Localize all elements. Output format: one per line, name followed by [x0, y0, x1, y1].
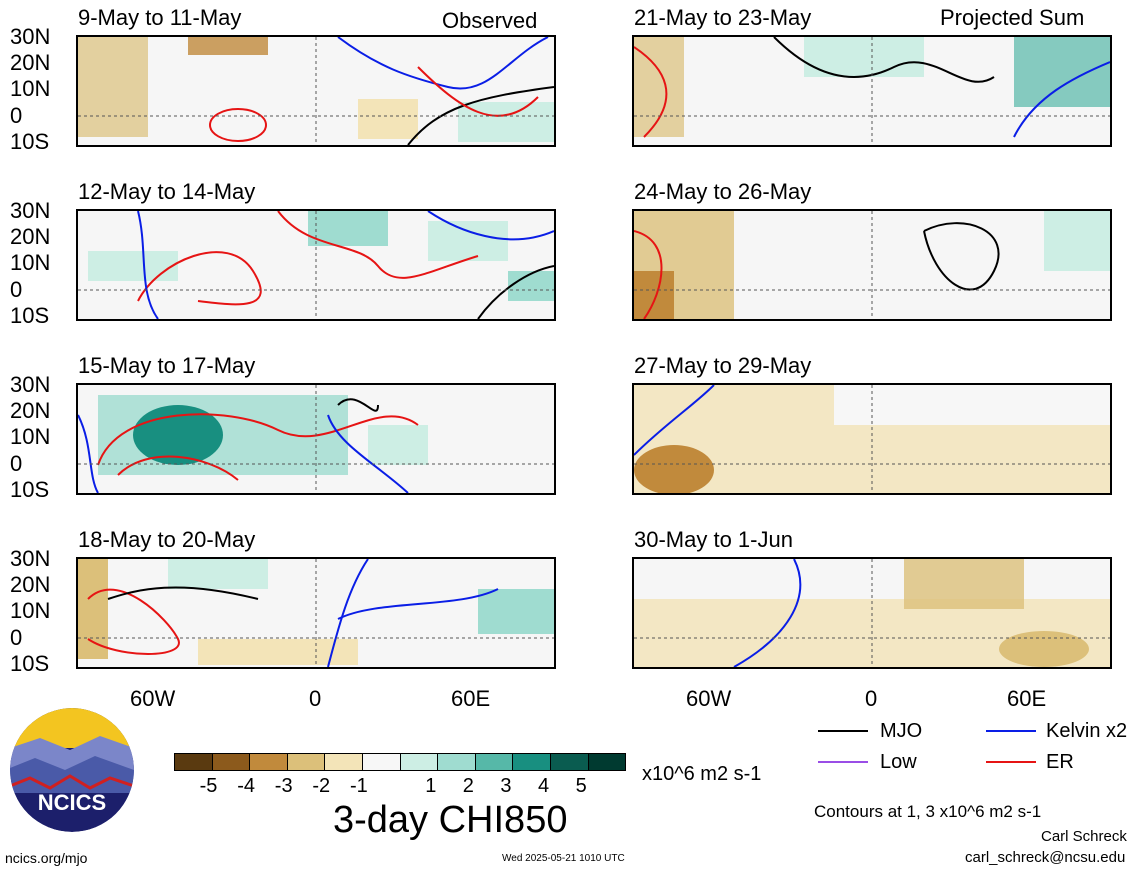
colorbar-tick-label: 1: [425, 775, 437, 797]
lat-label: 0: [10, 277, 23, 302]
lat-label: 30N: [10, 546, 51, 571]
map-proj-4: [632, 557, 1112, 669]
panel-title-proj-4: 30-May to 1-Jun: [634, 527, 793, 552]
legend-label-er: ER: [1046, 751, 1074, 773]
legend-line-low: [818, 761, 868, 763]
lon-label-60w-right: 60W: [686, 686, 732, 711]
colorbar-tick-label: 5: [575, 775, 587, 797]
panel-title-obs-2: 12-May to 14-May: [78, 179, 256, 204]
map-proj-3: [632, 383, 1112, 495]
colorbar-swatch: [587, 753, 627, 771]
map-obs-3: [76, 383, 556, 495]
observed-label: Observed: [442, 8, 538, 33]
lat-label: 10S: [10, 651, 50, 676]
panel-title-obs-4: 18-May to 20-May: [78, 527, 256, 552]
site-url: ncics.org/mjo: [5, 850, 88, 866]
lat-label: 10N: [10, 598, 51, 623]
panel-title-obs-1: 9-May to 11-May: [78, 5, 242, 30]
colorbar-swatch: [399, 753, 439, 771]
legend-line-mjo: [818, 730, 868, 732]
map-proj-2: [632, 209, 1112, 321]
map-obs-1: [76, 35, 556, 147]
colorbar-swatch: [324, 753, 363, 771]
lon-label-60e-right: 60E: [1007, 686, 1047, 711]
colorbar-tick-label: 3: [500, 775, 512, 797]
ncics-logo: NCICS: [10, 708, 134, 832]
colorbar-swatch: [211, 753, 251, 771]
lat-label: 0: [10, 625, 23, 650]
map-proj-1: [632, 35, 1112, 147]
lat-label: 10S: [10, 303, 50, 328]
lat-label: 30N: [10, 198, 51, 223]
main-title: 3-day CHI850: [333, 799, 568, 841]
lat-label: 10N: [10, 76, 51, 101]
colorbar-swatch: [512, 753, 551, 771]
colorbar-tick-label: -2: [312, 775, 331, 797]
lat-label: 10S: [10, 129, 50, 154]
colorbar-swatch: [362, 753, 401, 771]
lat-label: 30N: [10, 24, 51, 49]
projected-label: Projected Sum: [940, 5, 1085, 30]
lon-label-60w-left: 60W: [130, 686, 176, 711]
lon-label-60e-left: 60E: [451, 686, 491, 711]
colorbar-swatch: [437, 753, 476, 771]
lat-label: 20N: [10, 224, 51, 249]
panel-title-obs-3: 15-May to 17-May: [78, 353, 256, 378]
legend-label-kelvin: Kelvin x2: [1046, 720, 1128, 742]
lon-label-0-left: 0: [309, 686, 322, 711]
legend-line-er: [986, 761, 1036, 763]
legend-label-low: Low: [880, 751, 917, 773]
legend-line-kelvin: [986, 730, 1036, 732]
timestamp: Wed 2025-05-21 1010 UTC: [502, 853, 625, 864]
author-name: Carl Schreck: [1041, 828, 1127, 845]
colorbar-tick-label: -1: [350, 775, 368, 797]
map-obs-4: [76, 557, 556, 669]
panel-title-proj-2: 24-May to 26-May: [634, 179, 812, 204]
panel-title-proj-3: 27-May to 29-May: [634, 353, 812, 378]
colorbar-swatch: [474, 753, 514, 771]
colorbar-swatch: [249, 753, 288, 771]
colorbar-units: x10^6 m2 s-1: [642, 763, 762, 785]
colorbar-tick-label: 2: [462, 775, 474, 797]
lat-label: 20N: [10, 398, 51, 423]
colorbar-tick-label: -5: [199, 775, 218, 797]
colorbar-swatch: [174, 753, 213, 771]
lat-label: 0: [10, 103, 23, 128]
lat-label: 10S: [10, 477, 50, 502]
map-obs-2: [76, 209, 556, 321]
colorbar-swatch: [286, 753, 326, 771]
contours-note: Contours at 1, 3 x10^6 m2 s-1: [814, 802, 1042, 821]
colorbar-tick-label: 4: [538, 775, 550, 797]
colorbar-tick-label: -3: [274, 775, 293, 797]
panel-title-proj-1: 21-May to 23-May: [634, 5, 812, 30]
lat-label: 20N: [10, 572, 51, 597]
legend-label-mjo: MJO: [880, 720, 923, 742]
colorbar-swatch: [550, 753, 589, 771]
lat-label: 30N: [10, 372, 51, 397]
lon-label-0-right: 0: [865, 686, 878, 711]
author-email: carl_schreck@ncsu.edu: [965, 849, 1126, 866]
lat-label: 10N: [10, 250, 51, 275]
lat-label: 20N: [10, 50, 51, 75]
lat-label: 0: [10, 451, 23, 476]
lat-label: 10N: [10, 424, 51, 449]
logo-text: NCICS: [38, 790, 106, 815]
colorbar-tick-label: -4: [237, 775, 255, 797]
